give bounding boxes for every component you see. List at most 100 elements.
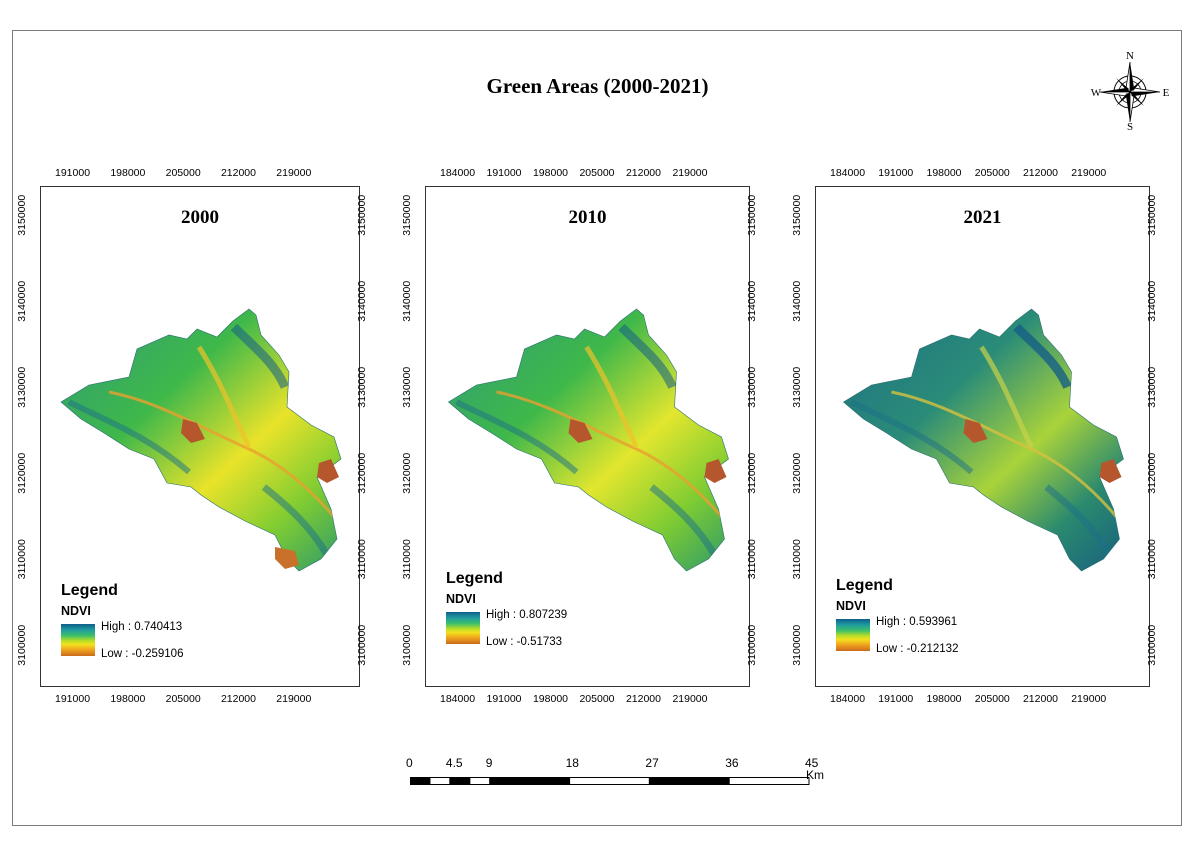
scale-bar-label: 27 <box>645 756 659 770</box>
left-tick-label: 3120000 <box>791 452 804 494</box>
panel-2000: 2000 Legend <box>40 186 360 687</box>
panel-year: 2000 <box>181 207 219 228</box>
scale-bar <box>409 772 810 785</box>
scale-bar-segment <box>569 777 650 785</box>
bottom-tick-label: 205000 <box>974 693 1010 705</box>
bottom-tick-label: 184000 <box>830 693 866 705</box>
bottom-tick-label: 198000 <box>110 693 146 705</box>
bottom-tick-label: 219000 <box>1071 693 1107 705</box>
left-tick-label: 3120000 <box>401 452 414 494</box>
panel-year: 2010 <box>568 207 607 228</box>
left-tick-label: 3110000 <box>400 539 413 580</box>
top-tick-label: 191000 <box>55 167 91 179</box>
right-tick-label: 3110000 <box>1145 539 1158 580</box>
panel-2021: 2021 Legend <box>815 186 1150 687</box>
top-tick-label: 219000 <box>1071 167 1107 179</box>
left-tick-label: 3140000 <box>16 280 29 322</box>
bottom-tick-label: 212000 <box>1022 693 1059 705</box>
right-tick-label: 3140000 <box>1146 280 1159 322</box>
right-tick-label: 3120000 <box>356 452 369 494</box>
top-tick-label: 198000 <box>110 167 146 179</box>
top-tick-label: 219000 <box>672 167 708 179</box>
left-tick-label: 3150000 <box>791 194 804 236</box>
scale-bar-segment <box>469 777 491 785</box>
scale-bar-segment <box>429 777 451 785</box>
bottom-tick-label: 205000 <box>579 693 615 705</box>
right-tick-label: 3100000 <box>356 624 369 666</box>
right-tick-label: 3140000 <box>356 280 369 322</box>
right-tick-label: 3100000 <box>1146 624 1159 666</box>
scale-bar-segment <box>409 777 431 785</box>
left-tick-label: 3100000 <box>401 624 414 666</box>
scale-bar-label: 9 <box>485 756 493 770</box>
map-frame <box>12 30 1182 826</box>
scale-bar-segment <box>648 777 730 785</box>
legend-high-value: High : 0.740413 <box>101 621 183 633</box>
legend-high-value: High : 0.807239 <box>486 609 568 621</box>
west-label: W <box>1091 87 1102 99</box>
east-label: E <box>1163 87 1170 99</box>
right-tick-label: 3110000 <box>745 539 758 580</box>
right-tick-label: 3110000 <box>355 539 368 580</box>
right-tick-label: 3130000 <box>356 366 369 408</box>
panel-2010: 2010 Legend <box>425 186 750 687</box>
top-tick-label: 191000 <box>878 167 914 179</box>
legend-title: Legend <box>836 577 893 594</box>
left-tick-label: 3130000 <box>401 366 414 408</box>
legend-low-value: Low : -0.259106 <box>101 648 184 660</box>
left-tick-label: 3100000 <box>791 624 804 666</box>
north-label: N <box>1126 50 1134 62</box>
bottom-tick-label: 184000 <box>440 693 476 705</box>
legend-gradient-swatch <box>61 624 95 656</box>
bottom-tick-label: 219000 <box>672 693 708 705</box>
right-tick-label: 3140000 <box>746 280 759 322</box>
left-tick-label: 3120000 <box>16 452 29 494</box>
legend-low-value: Low : -0.212132 <box>876 643 959 655</box>
right-tick-label: 3130000 <box>746 366 759 408</box>
right-tick-label: 3150000 <box>746 194 759 236</box>
map-title: Green Areas (2000-2021) <box>486 74 709 98</box>
legend-gradient-swatch <box>446 612 480 644</box>
top-tick-label: 205000 <box>579 167 615 179</box>
left-tick-label: 3140000 <box>791 280 804 322</box>
scale-bar-label: 36 <box>725 756 739 770</box>
top-tick-label: 191000 <box>486 167 522 179</box>
legend-high-value: High : 0.593961 <box>876 616 958 628</box>
scale-bar-segment <box>449 777 471 785</box>
panel-year: 2021 <box>963 207 1002 228</box>
scale-bar-segment <box>489 777 571 785</box>
bottom-tick-label: 198000 <box>926 693 962 705</box>
legend-ndvi-label: NDVI <box>446 592 476 606</box>
ndvi-raster <box>447 308 729 572</box>
top-tick-label: 198000 <box>926 167 962 179</box>
right-tick-label: 3100000 <box>746 624 759 666</box>
ndvi-raster <box>842 308 1124 572</box>
legend-title: Legend <box>446 570 503 587</box>
bottom-tick-label: 212000 <box>625 693 661 705</box>
right-tick-label: 3150000 <box>356 194 369 236</box>
top-tick-label: 184000 <box>440 167 476 179</box>
left-tick-label: 3100000 <box>16 624 29 666</box>
bottom-tick-label: 191000 <box>878 693 914 705</box>
compass-rose-icon: N S E W <box>1091 50 1170 132</box>
scale-bar-label: 18 <box>565 756 579 770</box>
left-tick-label: 3140000 <box>401 280 414 322</box>
top-tick-label: 212000 <box>625 167 661 179</box>
top-tick-label: 219000 <box>276 167 312 179</box>
top-tick-label: 205000 <box>974 167 1010 179</box>
left-tick-label: 3150000 <box>16 194 29 236</box>
right-tick-label: 3150000 <box>1146 194 1159 236</box>
scale-bar-label: 0 <box>406 756 413 770</box>
scale-bar-segment <box>728 777 810 785</box>
right-tick-label: 3130000 <box>1146 366 1159 408</box>
top-tick-label: 212000 <box>1022 167 1059 179</box>
scale-bar-label: 4.5 <box>445 756 463 770</box>
south-label: S <box>1127 121 1133 132</box>
legend-low-value: Low : -0.51733 <box>486 636 563 648</box>
legend-gradient-swatch <box>836 619 870 651</box>
top-tick-label: 212000 <box>220 167 256 179</box>
bottom-tick-label: 191000 <box>486 693 522 705</box>
top-tick-label: 205000 <box>165 167 201 179</box>
legend-ndvi-label: NDVI <box>836 599 866 613</box>
scale-bar-label: 45 <box>805 756 819 770</box>
